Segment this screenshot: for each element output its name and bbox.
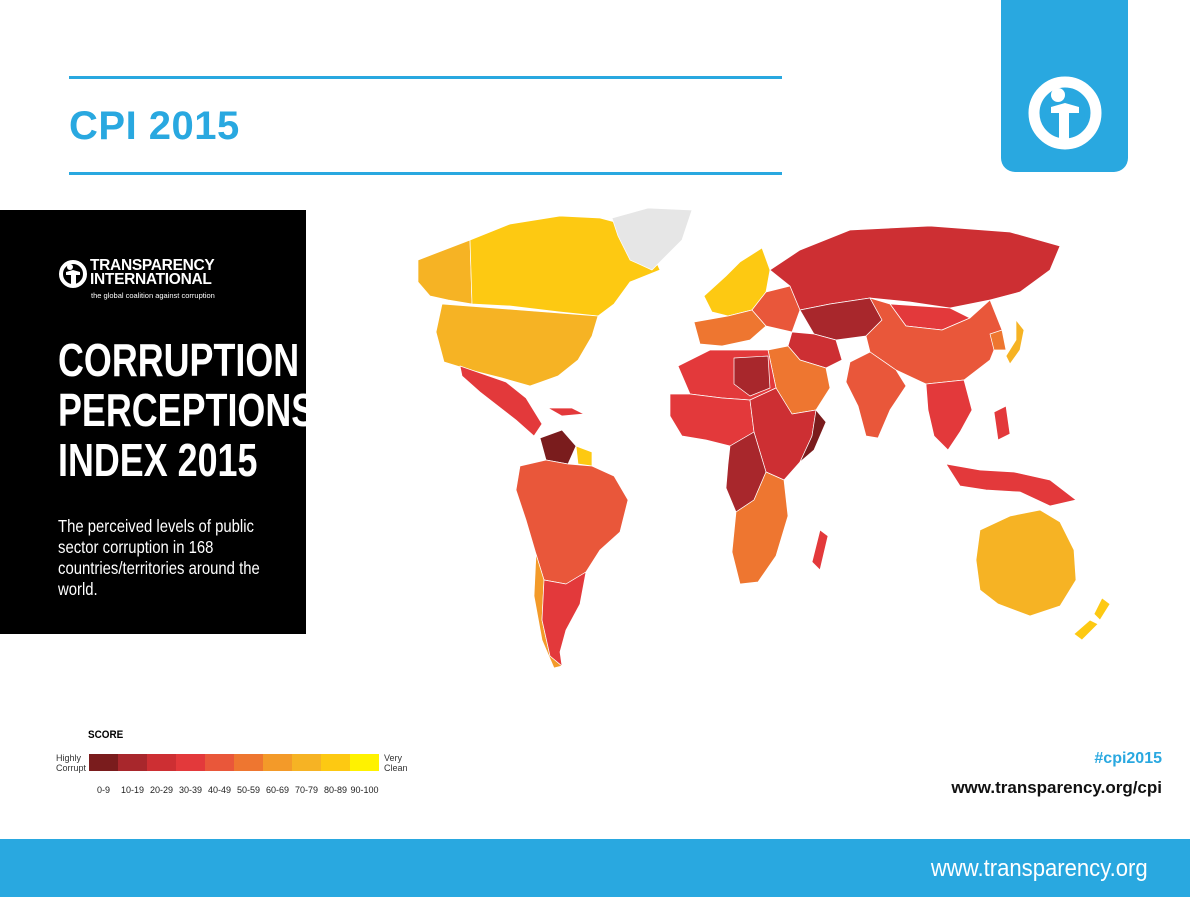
legend-swatch — [147, 754, 176, 771]
legend-high-label-line-2: Clean — [384, 763, 408, 773]
map-greenland — [611, 207, 693, 271]
legend-high-label-line-1: Very — [384, 753, 403, 763]
map-new-zealand — [1073, 597, 1111, 641]
map-korea — [989, 329, 1007, 351]
hashtag-link[interactable]: #cpi2015 — [1094, 750, 1162, 767]
header-bottom-rule — [69, 172, 782, 175]
map-alaska — [417, 239, 473, 305]
cpi-url-link[interactable]: www.transparency.org/cpi — [951, 778, 1162, 797]
map-china — [865, 297, 1003, 385]
map-southern-africa — [731, 471, 789, 585]
footer-bar: www.transparency.org — [0, 839, 1190, 897]
ti-org-name: TRANSPARENCY INTERNATIONAL — [90, 257, 215, 288]
world-map — [417, 207, 1111, 669]
legend-tick: 20-29 — [149, 785, 174, 795]
legend-swatch — [350, 754, 379, 771]
map-argentina — [541, 571, 587, 667]
map-western-europe — [703, 247, 771, 317]
map-philippines — [993, 405, 1011, 441]
legend-low-label-line-1: Highly — [56, 753, 82, 763]
map-madagascar — [811, 529, 829, 571]
legend-tick: 90-100 — [350, 785, 379, 795]
legend-title: SCORE — [88, 729, 124, 741]
map-indonesia — [945, 463, 1077, 507]
legend-swatch — [292, 754, 321, 771]
footer-url-link[interactable]: www.transparency.org — [931, 855, 1148, 882]
ti-tagline: the global coalition against corruption — [91, 291, 215, 300]
score-legend: SCORE Highly Corrupt Very Clean 0-9 10-1… — [56, 729, 416, 801]
legend-swatch — [176, 754, 205, 771]
legend-tick: 70-79 — [294, 785, 319, 795]
map-caribbean — [547, 407, 585, 417]
ti-org-name-line-2: INTERNATIONAL — [90, 271, 212, 288]
legend-tick: 50-59 — [236, 785, 261, 795]
legend-tick: 0-9 — [96, 785, 110, 795]
legend-swatch — [263, 754, 292, 771]
header-top-rule — [69, 76, 782, 79]
slide-title: CPI 2015 — [69, 104, 240, 148]
legend-tick: 30-39 — [178, 785, 203, 795]
map-mexico — [459, 365, 543, 437]
index-title: CORRUPTION PERCEPTIONS INDEX 2015 — [58, 334, 316, 486]
legend-swatch — [234, 754, 263, 771]
logo-tab — [1001, 0, 1128, 172]
map-west-africa — [669, 393, 755, 447]
index-description: The perceived levels of public sector co… — [58, 516, 260, 599]
legend-low-label: Highly Corrupt — [56, 753, 86, 773]
legend-color-bar — [89, 754, 379, 771]
map-venezuela — [539, 429, 577, 465]
map-southeast-asia — [925, 379, 973, 451]
legend-swatch — [321, 754, 350, 771]
map-south-america — [515, 459, 629, 585]
map-libya — [733, 355, 771, 397]
map-somalia — [799, 409, 827, 463]
map-australia — [975, 509, 1077, 617]
ti-org-name-line-1: TRANSPARENCY — [90, 257, 215, 274]
legend-tick: 60-69 — [265, 785, 290, 795]
legend-ticks: 0-9 10-19 20-29 30-39 40-49 50-59 60-69 … — [89, 785, 379, 795]
index-title-line-3: INDEX 2015 — [58, 434, 258, 486]
legend-swatch — [89, 754, 118, 771]
ti-small-logo-icon — [59, 260, 87, 288]
legend-high-label: Very Clean — [384, 753, 408, 773]
map-russia — [769, 225, 1061, 311]
index-title-line-1: CORRUPTION — [58, 334, 300, 386]
map-usa — [435, 303, 599, 387]
map-guyana — [575, 445, 593, 467]
map-india — [845, 351, 907, 439]
legend-swatch — [205, 754, 234, 771]
index-title-line-2: PERCEPTIONS — [58, 384, 316, 436]
legend-low-label-line-2: Corrupt — [56, 763, 87, 773]
legend-tick: 10-19 — [120, 785, 145, 795]
legend-tick: 80-89 — [323, 785, 348, 795]
ti-logo-icon — [1028, 76, 1102, 150]
index-info-panel: TRANSPARENCY INTERNATIONAL the global co… — [0, 210, 316, 634]
map-southern-europe — [693, 309, 767, 347]
legend-tick: 40-49 — [207, 785, 232, 795]
map-japan — [1005, 319, 1025, 365]
map-canada — [469, 215, 661, 317]
legend-swatch — [118, 754, 147, 771]
